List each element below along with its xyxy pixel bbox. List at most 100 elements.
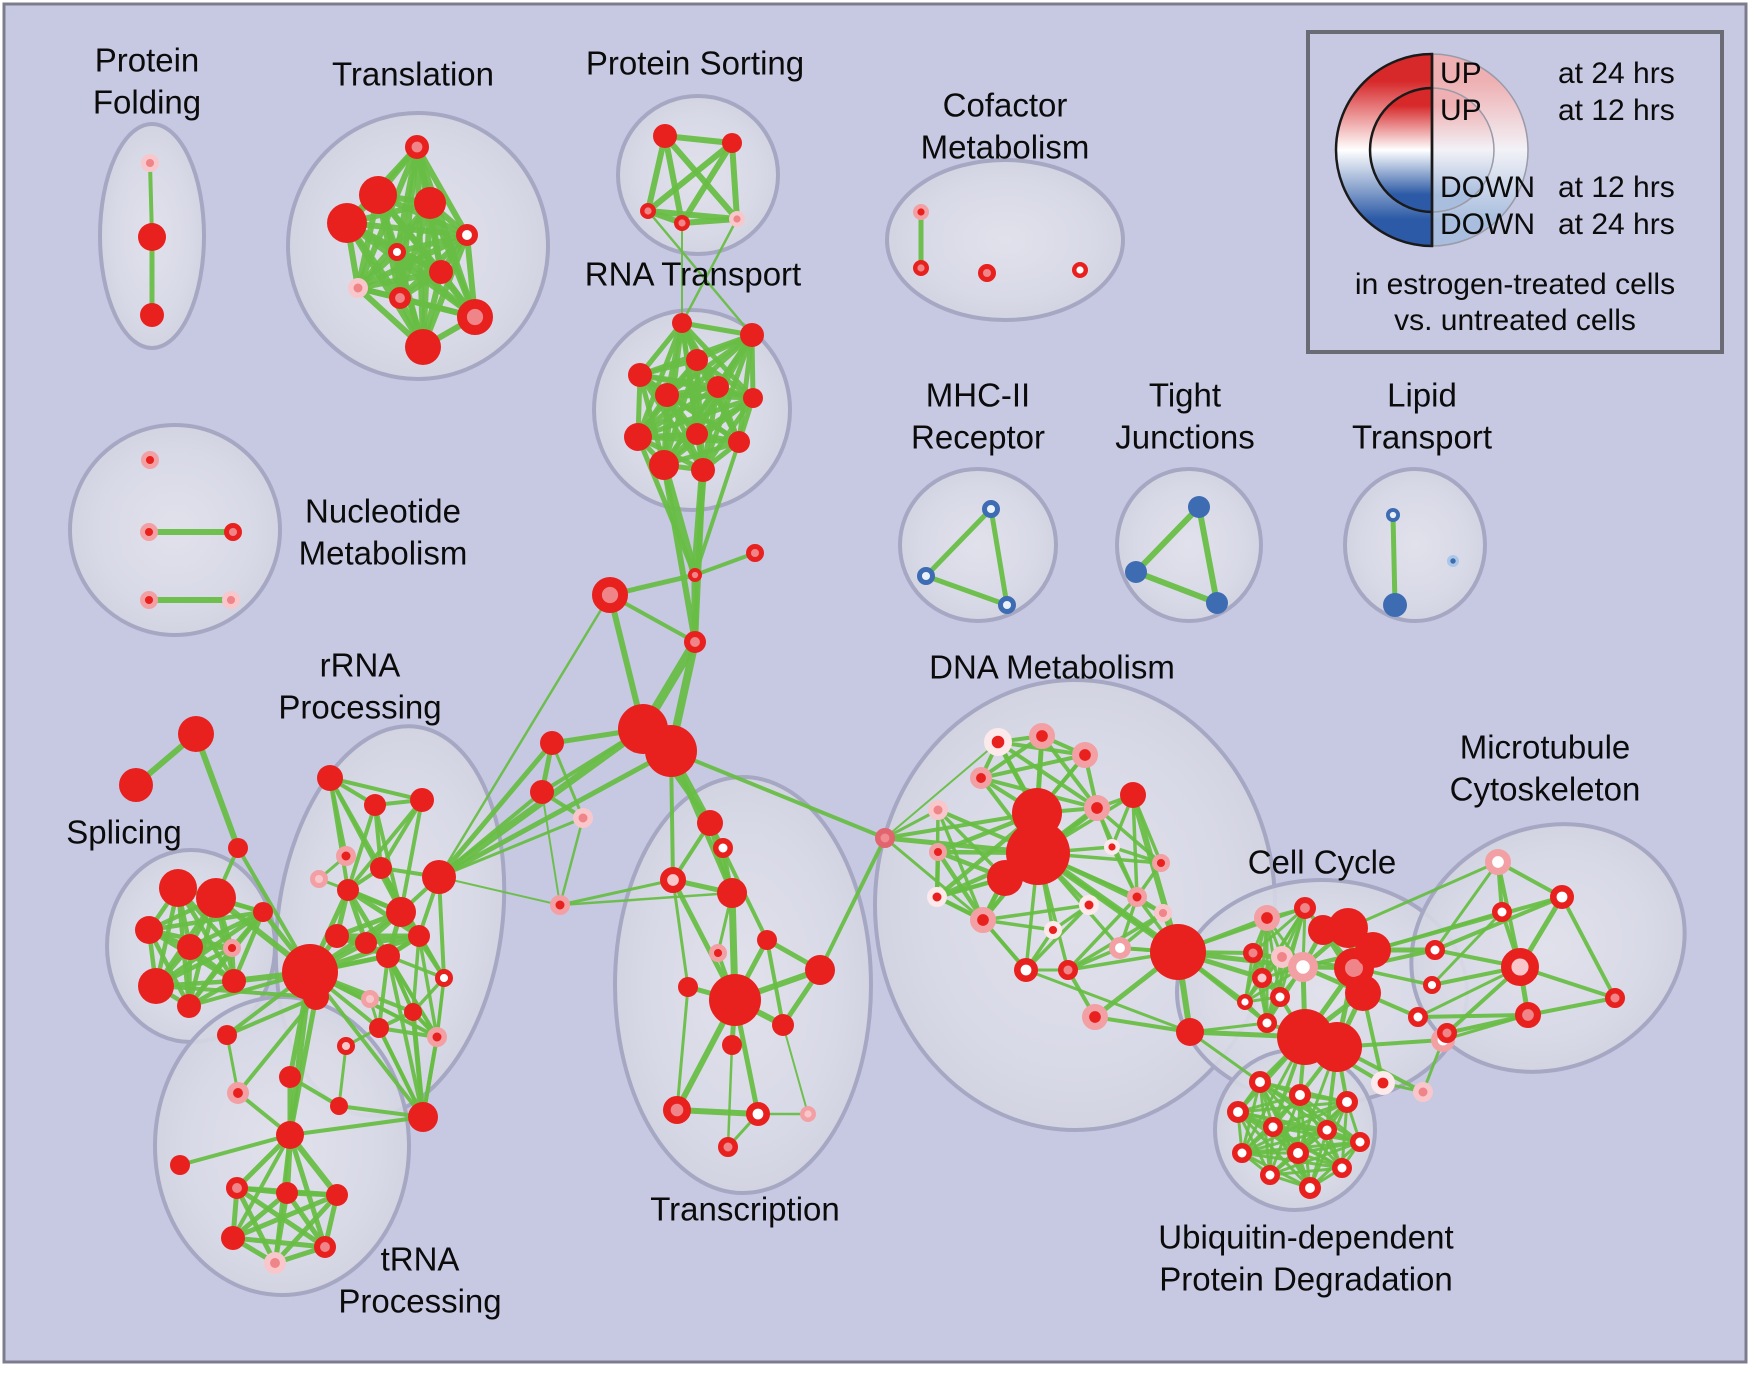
gene-node — [913, 203, 930, 220]
gene-node — [1492, 902, 1512, 922]
gene-node — [1150, 924, 1206, 980]
interaction-edge — [1268, 1100, 1349, 1177]
interaction-edge — [231, 1133, 292, 1240]
interaction-edge — [726, 1043, 734, 1149]
interaction-edge — [1271, 1125, 1362, 1144]
gene-node — [977, 264, 996, 283]
legend-time-1: at 12 hrs — [1558, 94, 1675, 127]
interaction-edge — [438, 876, 561, 906]
cluster-label-transcription: Transcription — [650, 1191, 840, 1228]
cluster-label-protein-folding: Folding — [93, 84, 201, 121]
gene-node — [1271, 946, 1294, 969]
gene-node — [772, 1014, 794, 1036]
gene-node — [875, 828, 895, 848]
gene-node — [708, 943, 727, 962]
gene-node — [592, 577, 629, 614]
gene-node — [376, 944, 400, 968]
interaction-edge — [436, 748, 674, 880]
interaction-edge — [923, 506, 994, 579]
gene-node — [1287, 1142, 1310, 1165]
gene-node — [386, 897, 416, 927]
gene-node — [1206, 592, 1228, 614]
gene-node — [1028, 723, 1055, 750]
gene-node — [310, 869, 329, 888]
gene-node — [429, 260, 453, 284]
gene-node — [408, 1102, 438, 1132]
gene-node — [655, 383, 679, 407]
interaction-edge — [1251, 906, 1307, 955]
interaction-edge — [646, 209, 754, 337]
legend: UP at 24 hrs UP at 12 hrs DOWN at 12 hrs DOWN a… — [1306, 30, 1724, 354]
gene-node — [1289, 1084, 1312, 1107]
legend-direction-3: DOWN — [1440, 208, 1535, 241]
gene-node — [1083, 795, 1110, 822]
gene-node — [388, 243, 407, 262]
gene-node — [928, 800, 948, 820]
interaction-edge — [337, 1044, 348, 1108]
interaction-edge — [669, 749, 887, 840]
gene-node — [1336, 1091, 1359, 1114]
gene-node — [1332, 1158, 1352, 1178]
gene-node — [1125, 561, 1147, 583]
legend-caption: vs. untreated cells — [1394, 304, 1636, 337]
interaction-edge — [923, 573, 1010, 608]
gene-node — [713, 838, 733, 858]
cluster-label-microtubule-cytoskeleton: Cytoskeleton — [1450, 771, 1641, 808]
gene-node — [687, 567, 702, 582]
legend-direction-2: DOWN — [1440, 171, 1535, 204]
gene-node — [745, 1102, 770, 1127]
cluster-label-mhc-ii-receptor: MHC-II — [926, 377, 1030, 414]
interaction-edge — [346, 798, 424, 892]
gene-node — [327, 203, 367, 243]
gene-node — [1386, 507, 1401, 522]
gene-node — [800, 1105, 817, 1122]
gene-node — [970, 907, 997, 934]
interaction-edge — [345, 887, 422, 939]
gene-node — [388, 286, 411, 309]
gene-node — [660, 867, 687, 894]
gene-node — [1288, 952, 1318, 982]
gene-node — [1249, 1071, 1272, 1094]
cluster-label-rrna-processing: rRNA — [320, 647, 401, 684]
interaction-edge — [765, 938, 785, 1027]
cluster-label-rna-transport: RNA Transport — [585, 256, 801, 293]
interaction-edge — [410, 1009, 426, 1120]
gene-node — [1232, 1143, 1252, 1163]
interaction-edge — [645, 140, 735, 214]
cluster-label-splicing: Splicing — [66, 814, 182, 851]
interaction-edge — [818, 836, 887, 972]
interaction-edge — [377, 1026, 425, 1119]
gene-node — [743, 388, 763, 408]
gene-node — [1109, 937, 1132, 960]
interaction-edge — [729, 140, 740, 222]
gene-node — [224, 522, 243, 541]
gene-node — [326, 1184, 348, 1206]
interaction-edge — [935, 849, 986, 923]
gene-node — [697, 810, 723, 836]
gene-node — [987, 860, 1023, 896]
interaction-edge — [1188, 1030, 1262, 1084]
gene-node — [325, 924, 349, 948]
gene-node — [455, 223, 478, 246]
cluster-ellipse-cofactor-metabolism — [885, 158, 1125, 322]
gene-node — [405, 329, 441, 365]
gene-node — [970, 767, 993, 790]
gene-node — [140, 303, 164, 327]
gene-node — [457, 299, 494, 336]
interaction-edge — [662, 133, 685, 226]
gene-node — [359, 176, 397, 214]
gene-nodes-layer — [119, 124, 1625, 1275]
gene-node — [550, 895, 570, 915]
gene-node — [119, 768, 153, 802]
gene-node — [1253, 905, 1280, 932]
gene-node — [276, 1182, 298, 1204]
interaction-edge — [883, 836, 985, 922]
gene-node — [645, 725, 697, 777]
gene-node — [1312, 1022, 1362, 1072]
gene-node — [1081, 1004, 1108, 1031]
interaction-edge — [1371, 910, 1504, 952]
gene-node — [1371, 1071, 1396, 1096]
cluster-labels-layer: Protein Folding Translation Protein Sorting… — [66, 42, 1640, 1320]
interaction-edge — [146, 909, 266, 933]
interaction-edge — [272, 1192, 340, 1266]
